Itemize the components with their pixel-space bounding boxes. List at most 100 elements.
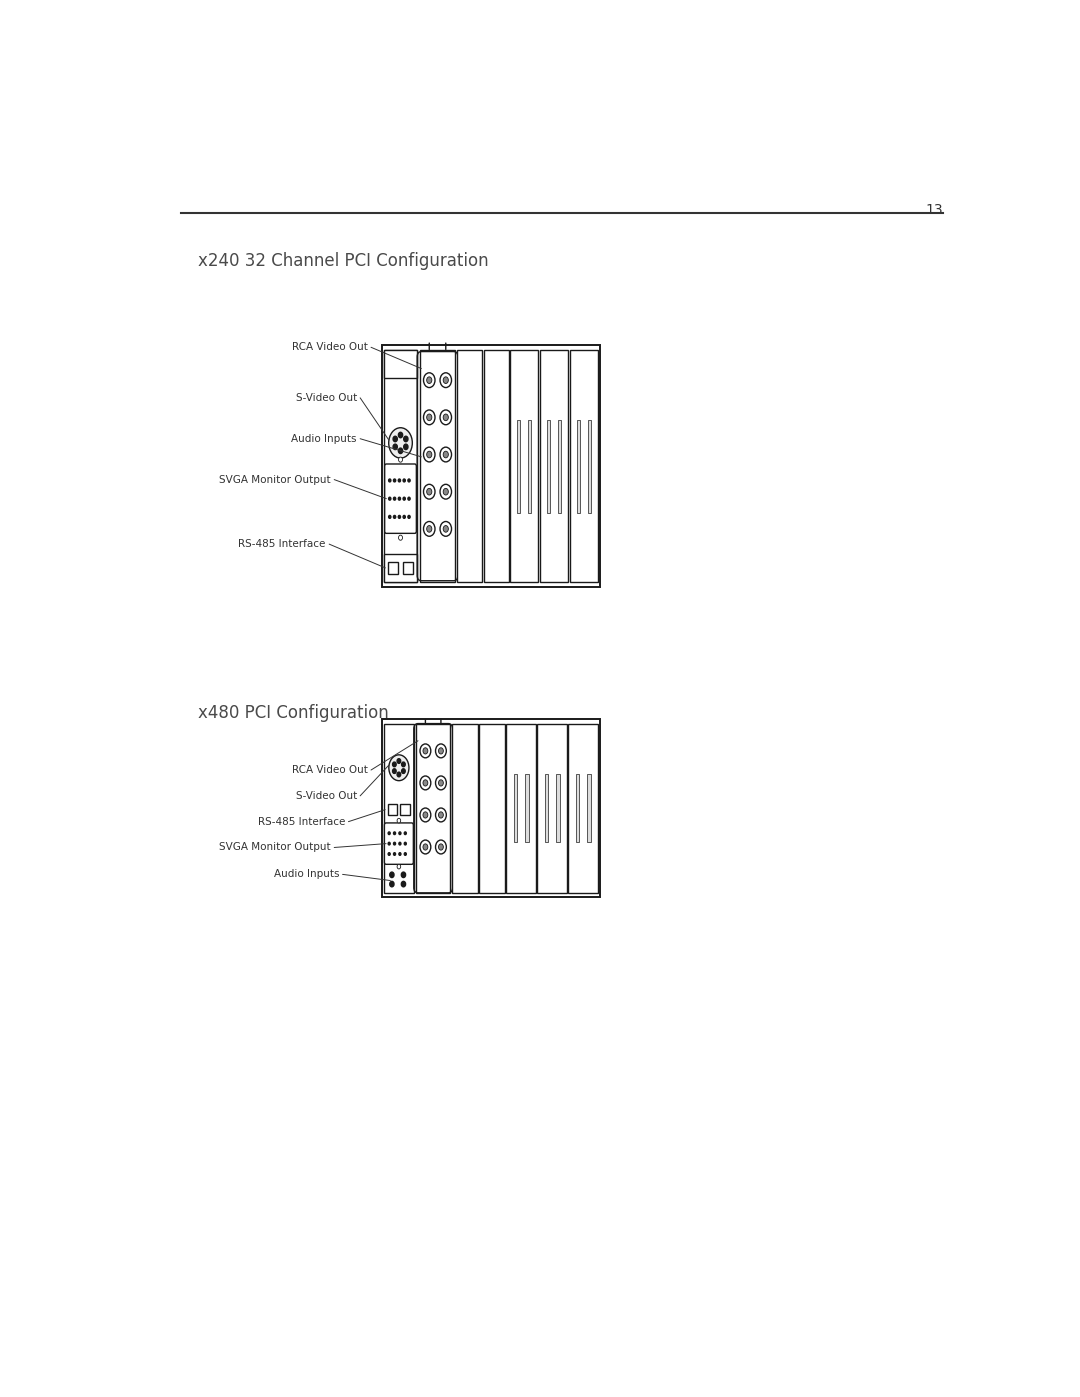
Bar — [507, 724, 536, 893]
Circle shape — [404, 833, 406, 834]
Text: SVGA Monitor Output: SVGA Monitor Output — [219, 842, 330, 852]
Circle shape — [393, 436, 397, 441]
Circle shape — [404, 436, 408, 441]
Bar — [588, 419, 591, 513]
Circle shape — [393, 444, 397, 450]
Circle shape — [427, 451, 432, 458]
Circle shape — [423, 409, 435, 425]
Bar — [576, 774, 579, 842]
Bar — [546, 419, 551, 513]
Circle shape — [408, 497, 410, 500]
Bar — [557, 419, 562, 513]
Circle shape — [388, 852, 390, 855]
Circle shape — [438, 844, 444, 851]
Bar — [382, 719, 599, 897]
Circle shape — [399, 833, 401, 834]
Circle shape — [435, 745, 446, 757]
Circle shape — [440, 409, 451, 425]
Text: SVGA Monitor Output: SVGA Monitor Output — [219, 475, 330, 485]
Circle shape — [397, 773, 401, 777]
Circle shape — [393, 497, 395, 500]
Text: RS-485 Interface: RS-485 Interface — [258, 817, 346, 827]
Bar — [514, 774, 517, 842]
Circle shape — [427, 377, 432, 384]
Bar — [480, 724, 505, 893]
Text: RS-485 Interface: RS-485 Interface — [239, 539, 326, 549]
Bar — [556, 774, 559, 842]
Circle shape — [420, 840, 431, 854]
Circle shape — [390, 872, 394, 877]
Circle shape — [397, 865, 401, 869]
Bar — [382, 345, 599, 587]
Circle shape — [443, 489, 448, 495]
Circle shape — [399, 457, 403, 462]
Text: S-Video Out: S-Video Out — [296, 393, 356, 402]
Bar — [457, 351, 483, 583]
Circle shape — [420, 807, 431, 821]
Circle shape — [423, 780, 428, 787]
Circle shape — [443, 377, 448, 384]
Circle shape — [440, 485, 451, 499]
Circle shape — [388, 833, 390, 834]
Circle shape — [399, 842, 401, 845]
Circle shape — [399, 448, 403, 454]
Circle shape — [399, 432, 403, 437]
Bar — [451, 724, 477, 893]
FancyBboxPatch shape — [384, 464, 417, 534]
Circle shape — [420, 775, 431, 789]
Circle shape — [402, 761, 405, 767]
Bar — [544, 774, 549, 842]
Circle shape — [435, 840, 446, 854]
Bar — [569, 351, 598, 583]
Circle shape — [399, 497, 401, 500]
Circle shape — [403, 479, 405, 482]
Circle shape — [438, 812, 444, 819]
Circle shape — [393, 515, 395, 518]
Circle shape — [389, 427, 413, 458]
Circle shape — [389, 515, 391, 518]
Bar — [588, 774, 591, 842]
Text: S-Video Out: S-Video Out — [296, 791, 356, 800]
Circle shape — [440, 447, 451, 462]
Circle shape — [438, 747, 444, 754]
Circle shape — [403, 515, 405, 518]
Circle shape — [408, 479, 410, 482]
Bar — [383, 351, 417, 377]
Bar — [517, 419, 521, 513]
Bar — [510, 351, 539, 583]
Text: Audio Inputs: Audio Inputs — [292, 433, 356, 444]
Circle shape — [423, 812, 428, 819]
Bar — [403, 562, 413, 574]
Text: 13: 13 — [926, 203, 943, 217]
Circle shape — [440, 373, 451, 387]
Circle shape — [399, 852, 401, 855]
Bar — [568, 724, 598, 893]
Circle shape — [402, 768, 405, 774]
Bar — [383, 555, 417, 583]
Circle shape — [408, 515, 410, 518]
Bar — [416, 724, 450, 893]
Bar — [525, 774, 528, 842]
Bar — [419, 351, 456, 583]
Bar — [383, 724, 414, 893]
Circle shape — [423, 844, 428, 851]
Circle shape — [393, 852, 395, 855]
Circle shape — [404, 842, 406, 845]
Circle shape — [402, 872, 406, 877]
Circle shape — [389, 497, 391, 500]
Bar — [388, 805, 397, 814]
Bar — [538, 724, 567, 893]
Circle shape — [389, 479, 391, 482]
Bar — [383, 351, 417, 583]
FancyBboxPatch shape — [384, 823, 414, 865]
Text: RCA Video Out: RCA Video Out — [292, 766, 367, 775]
Circle shape — [389, 754, 409, 781]
Bar — [528, 419, 531, 513]
Circle shape — [427, 525, 432, 532]
Circle shape — [393, 842, 395, 845]
Circle shape — [423, 373, 435, 387]
Circle shape — [399, 479, 401, 482]
Circle shape — [388, 842, 390, 845]
Circle shape — [438, 780, 444, 787]
Circle shape — [443, 525, 448, 532]
